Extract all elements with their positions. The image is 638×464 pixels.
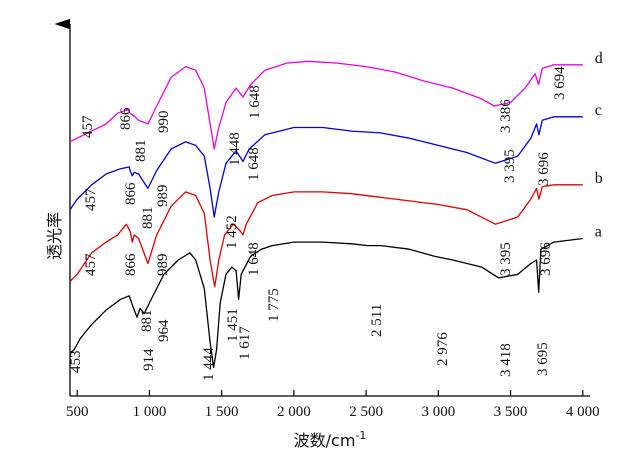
series-label-a: a — [595, 223, 602, 240]
axes — [54, 18, 590, 397]
peak-label-c: 3 395 — [502, 149, 518, 183]
series-lines — [69, 60, 583, 369]
peak-label-a: 964 — [156, 319, 172, 342]
peak-label-b: 1 648 — [246, 242, 262, 276]
peak-label-a: 881 — [139, 310, 155, 333]
peak-label-b: 1 452 — [224, 215, 240, 249]
peak-label-d: 1 648 — [247, 85, 263, 119]
peak-label-c: 457 — [83, 188, 99, 211]
x-tick-label: 3 000 — [421, 404, 455, 420]
series-label-b: b — [595, 170, 603, 187]
x-tick-label: 4 000 — [566, 404, 600, 420]
series-line-d — [69, 60, 583, 150]
x-tick-label: 3 500 — [494, 404, 528, 420]
peak-label-d: 990 — [156, 111, 172, 134]
peak-label-c: 881 — [133, 140, 149, 163]
series-label-d: d — [595, 50, 603, 67]
series-line-a — [69, 237, 583, 369]
peak-label-d: 3 694 — [552, 66, 568, 100]
y-axis-title: 透光率 — [45, 212, 64, 260]
peak-label-c: 1 448 — [227, 132, 243, 166]
series-line-c — [69, 116, 583, 218]
peak-label-c: 3 696 — [536, 152, 552, 186]
series-label-c: c — [595, 102, 602, 119]
peak-label-c: 1 648 — [246, 147, 262, 181]
x-axis-title-text: 波数/cm — [294, 431, 356, 450]
peak-label-a: 3 695 — [535, 342, 551, 376]
peak-label-a: 914 — [141, 348, 157, 371]
peak-label-d: 3 386 — [498, 99, 514, 133]
peak-label-a: 2 976 — [435, 332, 451, 366]
x-tick-label: 1 000 — [133, 404, 167, 420]
peak-label-a: 2 511 — [369, 304, 385, 337]
x-tick-label: 500 — [66, 404, 89, 420]
x-tick-label: 1 500 — [205, 404, 239, 420]
x-axis-title-superscript: -1 — [355, 429, 366, 442]
peak-label-d: 457 — [80, 115, 96, 138]
peak-label-b: 989 — [155, 254, 171, 277]
peak-label-b: 3 395 — [498, 242, 514, 276]
x-tick-label: 2 500 — [349, 404, 383, 420]
peak-label-a: 453 — [68, 351, 84, 374]
series-labels: a b c d — [595, 50, 603, 241]
peak-label-b: 866 — [123, 253, 139, 276]
x-ticks: 500 1 000 1 500 2 000 2 500 3 000 3 500 4 000 — [66, 390, 600, 420]
peak-label-a: 1 775 — [266, 288, 282, 322]
peak-label-c: 989 — [155, 185, 171, 208]
peak-label-a: 3 418 — [498, 343, 514, 377]
x-tick-label: 2 000 — [277, 404, 311, 420]
peak-label-a: 1 451 — [225, 308, 241, 342]
peak-label-c: 866 — [123, 182, 139, 205]
x-axis-title: 波数/cm-1 — [294, 429, 367, 450]
series-line-b — [69, 184, 583, 288]
peak-label-b: 3 696 — [538, 242, 554, 276]
peak-label-a: 1 617 — [237, 326, 253, 360]
peak-label-b: 881 — [140, 207, 156, 230]
peak-label-d: 866 — [118, 107, 134, 130]
peak-label-a: 1 444 — [201, 347, 217, 381]
peak-label-b: 457 — [83, 253, 99, 276]
